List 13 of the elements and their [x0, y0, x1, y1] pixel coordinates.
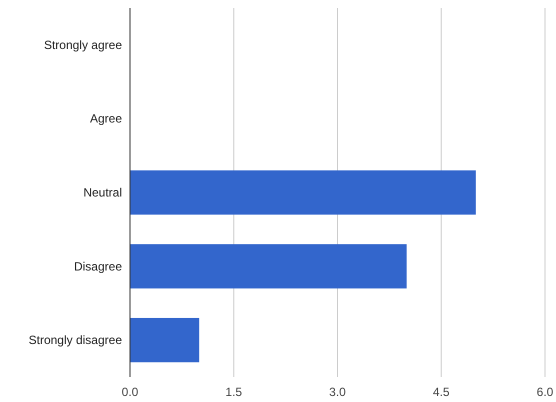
- bar: [130, 170, 476, 215]
- x-tick-label: 6.0: [536, 385, 554, 399]
- y-tick-label: Agree: [90, 112, 122, 126]
- y-tick-label: Strongly agree: [44, 38, 122, 52]
- x-tick-label: 4.5: [432, 385, 450, 399]
- y-tick-label: Disagree: [74, 259, 122, 274]
- bar: [130, 318, 200, 362]
- x-tick-label: 1.5: [225, 385, 242, 399]
- bar: [130, 244, 407, 288]
- y-tick-label: Strongly disagree: [28, 333, 122, 348]
- x-tick-label: 0.0: [122, 385, 139, 399]
- y-tick-label: Neutral: [83, 186, 122, 200]
- x-tick-label: 3.0: [329, 385, 346, 399]
